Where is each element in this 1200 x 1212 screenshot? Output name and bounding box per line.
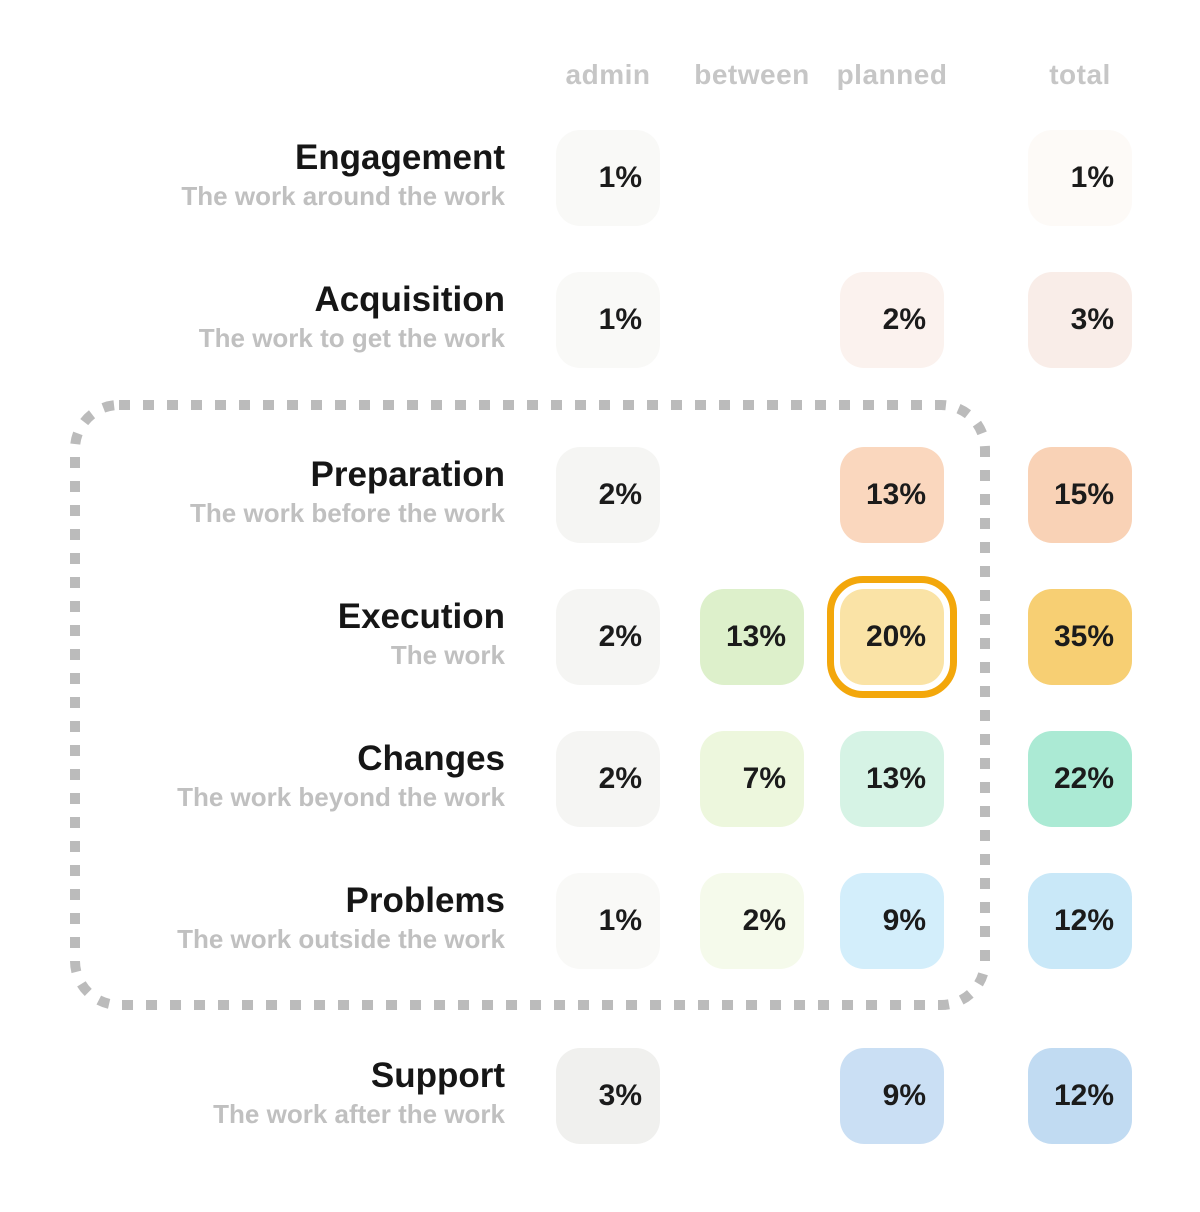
cell-value: 12%: [1053, 904, 1114, 937]
cell-value: 35%: [1053, 620, 1114, 653]
row-label-engagement: Engagement The work around the work: [181, 138, 505, 214]
row-label-acquisition: Acquisition The work to get the work: [199, 280, 505, 356]
cell-value: 9%: [882, 1079, 926, 1112]
row-label-preparation: Preparation The work before the work: [190, 455, 505, 531]
row-subtitle: The work before the work: [190, 498, 505, 529]
cell-support-admin: 3%: [556, 1048, 660, 1144]
row-title: Execution: [337, 597, 505, 636]
cell-changes-total: 22%: [1028, 731, 1132, 827]
cell-value: 1%: [1070, 161, 1114, 194]
column-header-planned: planned: [836, 59, 948, 90]
cell-value: 13%: [725, 620, 786, 653]
cell-value: 7%: [742, 762, 786, 795]
row-subtitle: The work: [390, 640, 505, 671]
group-dashed-border: [70, 400, 990, 1010]
cell-value: 12%: [1053, 1079, 1114, 1112]
cell-preparation-total: 15%: [1028, 447, 1132, 543]
row-label-execution: Execution The work: [338, 597, 505, 673]
dashed-rect: [70, 400, 990, 1010]
cell-value: 2%: [598, 478, 642, 511]
row-problems: Problems The work outside the work 1% 2%…: [0, 873, 1200, 969]
cell-value: 1%: [598, 904, 642, 937]
row-label-support: Support The work after the work: [213, 1056, 505, 1132]
row-title: Changes: [357, 739, 505, 778]
row-label-problems: Problems The work outside the work: [177, 881, 505, 957]
cell-problems-planned: 9%: [840, 873, 944, 969]
row-subtitle: The work around the work: [181, 181, 505, 212]
cell-problems-between: 2%: [700, 873, 804, 969]
row-preparation: Preparation The work before the work 2% …: [0, 447, 1200, 543]
row-title: Support: [370, 1056, 505, 1095]
cell-changes-planned: 13%: [840, 731, 944, 827]
row-subtitle: The work beyond the work: [177, 782, 505, 813]
cell-problems-total: 12%: [1028, 873, 1132, 969]
cell-value: 1%: [598, 161, 642, 194]
row-title: Problems: [345, 881, 506, 920]
row-changes: Changes The work beyond the work 2% 7% 1…: [0, 731, 1200, 827]
row-title: Preparation: [310, 455, 506, 494]
row-label-changes: Changes The work beyond the work: [177, 739, 505, 815]
cell-acquisition-total: 3%: [1028, 272, 1132, 368]
cell-changes-between: 7%: [700, 731, 804, 827]
row-execution: Execution The work 2% 13% 20% 35%: [0, 576, 1200, 698]
column-header-between: between: [694, 59, 810, 90]
cell-value: 2%: [882, 303, 926, 336]
cell-changes-admin: 2%: [556, 731, 660, 827]
cell-value: 3%: [1070, 303, 1114, 336]
cell-value: 2%: [742, 904, 786, 937]
cell-engagement-admin: 1%: [556, 130, 660, 226]
cell-value: 9%: [882, 904, 926, 937]
cell-value: 22%: [1053, 762, 1114, 795]
cell-acquisition-admin: 1%: [556, 272, 660, 368]
cell-support-total: 12%: [1028, 1048, 1132, 1144]
cell-problems-admin: 1%: [556, 873, 660, 969]
cell-value: 13%: [865, 762, 926, 795]
row-subtitle: The work after the work: [213, 1099, 505, 1130]
cell-support-planned: 9%: [840, 1048, 944, 1144]
cell-value: 15%: [1053, 478, 1114, 511]
cell-value: 3%: [598, 1079, 642, 1112]
row-title: Engagement: [294, 138, 505, 177]
column-header-total: total: [1049, 59, 1111, 90]
cell-acquisition-planned: 2%: [840, 272, 944, 368]
cell-execution-planned: 20%: [827, 576, 957, 698]
row-acquisition: Acquisition The work to get the work 1% …: [0, 272, 1200, 368]
cell-preparation-planned: 13%: [840, 447, 944, 543]
cell-value: 20%: [865, 620, 926, 653]
cell-preparation-admin: 2%: [556, 447, 660, 543]
row-subtitle: The work outside the work: [177, 924, 505, 955]
cell-execution-between: 13%: [700, 589, 804, 685]
row-title: Acquisition: [314, 280, 505, 319]
cell-execution-total: 35%: [1028, 589, 1132, 685]
row-support: Support The work after the work 3% 9% 12…: [0, 1048, 1200, 1144]
row-engagement: Engagement The work around the work 1% 1…: [0, 130, 1200, 226]
cell-value: 2%: [598, 762, 642, 795]
cell-value: 2%: [598, 620, 642, 653]
row-subtitle: The work to get the work: [198, 323, 505, 354]
cell-execution-admin: 2%: [556, 589, 660, 685]
column-header-admin: admin: [565, 59, 651, 90]
cell-value: 1%: [598, 303, 642, 336]
cell-value: 13%: [865, 478, 926, 511]
cell-engagement-total: 1%: [1028, 130, 1132, 226]
